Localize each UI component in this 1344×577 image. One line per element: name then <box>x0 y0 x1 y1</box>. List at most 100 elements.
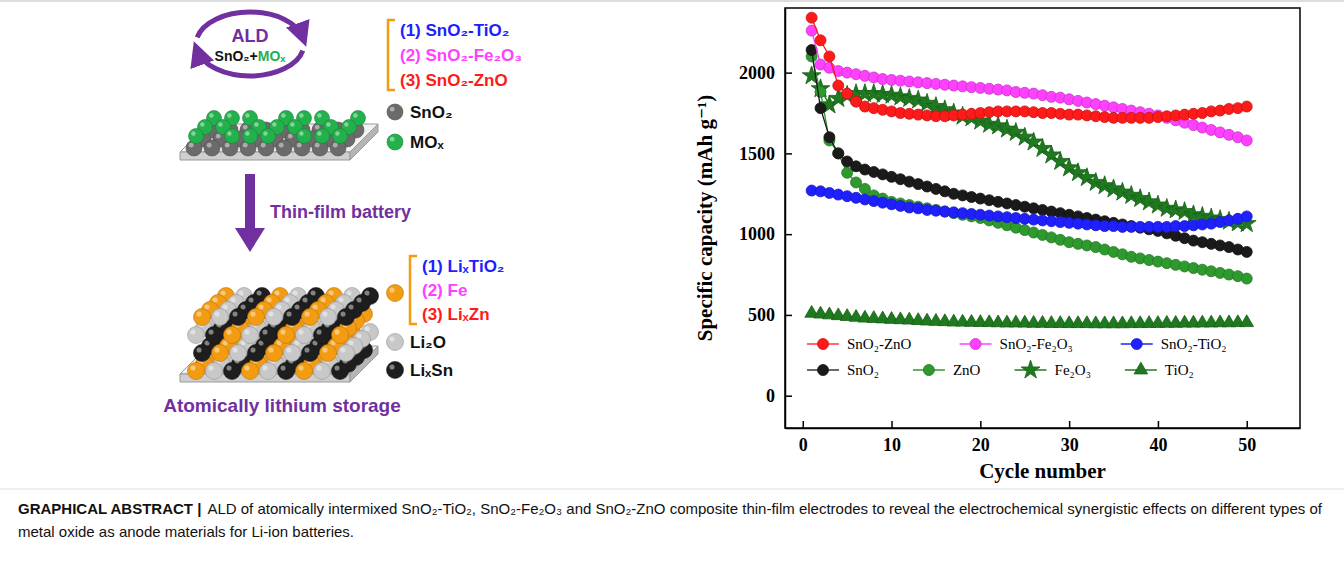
legend-marker <box>970 339 981 350</box>
sphere <box>243 129 258 144</box>
figure: ALDSnO₂+MOₓ(1) SnO₂-TiO₂(2) SnO₂-Fe₂O₃(3… <box>0 0 1344 492</box>
sphere <box>297 129 312 144</box>
sphere-highlight <box>290 122 295 127</box>
sphere-highlight <box>353 113 358 118</box>
y-tick: 1000 <box>739 224 792 244</box>
sphere <box>248 309 265 326</box>
bottom-electrode <box>180 288 379 383</box>
x-tick: 0 <box>799 421 808 455</box>
sphere <box>224 363 241 380</box>
y-tick-label: 500 <box>748 305 775 325</box>
data-point <box>811 79 830 97</box>
legend-label: SnO₂-TiO₂ <box>1161 336 1227 352</box>
precursor-base: SnO₂+ <box>215 48 258 64</box>
sphere <box>296 327 313 344</box>
sphere <box>212 309 229 326</box>
x-tick-label: 50 <box>1238 435 1256 455</box>
ald-label: ALD <box>232 26 269 46</box>
sphere-highlight <box>294 304 299 309</box>
x-tick: 30 <box>1061 421 1079 455</box>
sphere-highlight <box>244 365 249 370</box>
sphere-highlight <box>304 311 309 316</box>
sphere-body <box>260 363 277 380</box>
sphere-highlight <box>196 347 201 352</box>
product-label: (3) LiₓZn <box>422 305 490 324</box>
bracket <box>410 256 417 324</box>
y-tick-mark <box>785 72 792 74</box>
sphere-highlight <box>326 122 331 127</box>
sphere-body <box>338 345 355 362</box>
sphere-highlight <box>204 304 209 309</box>
sphere-highlight <box>330 304 335 309</box>
sphere-highlight <box>226 329 231 334</box>
sphere-body <box>332 327 349 344</box>
sphere <box>284 345 301 362</box>
sphere-highlight <box>390 137 395 142</box>
legend-marker <box>923 365 934 376</box>
sphere-highlight <box>208 329 213 334</box>
sphere-highlight <box>389 287 394 292</box>
data-point <box>824 51 835 62</box>
sphere-body <box>387 285 404 302</box>
sphere-body <box>338 309 355 326</box>
sphere-body <box>315 129 330 144</box>
sphere-highlight <box>250 347 255 352</box>
legend-label: LiₓSn <box>410 361 453 380</box>
sphere-body <box>266 345 283 362</box>
y-axis-line <box>785 9 787 429</box>
legend-row: SnO₂-ZnOSnO₂-Fe₂O₃SnO₂-TiO₂ <box>807 336 1227 352</box>
sphere-highlight <box>310 290 315 295</box>
sphere-body <box>189 129 204 144</box>
sphere-highlight <box>268 347 273 352</box>
sphere <box>387 104 403 120</box>
sphere-body <box>243 129 258 144</box>
composite-label: (1) SnO₂-TiO₂ <box>400 21 509 40</box>
sphere-body <box>266 309 283 326</box>
sphere <box>194 345 211 362</box>
legend-entry: SnO₂-TiO₂ <box>1121 336 1227 352</box>
series <box>806 185 1252 232</box>
legend-label: Li₂O <box>410 333 446 352</box>
legend-label: SnO₂ <box>847 362 879 378</box>
sphere-highlight <box>256 290 261 295</box>
sphere-highlight <box>348 340 353 345</box>
sphere-body <box>284 345 301 362</box>
sphere-highlight <box>304 347 309 352</box>
sphere-highlight <box>281 113 286 118</box>
sphere-body <box>302 345 319 362</box>
sphere-body <box>260 327 277 344</box>
legend-entry: TiO₂ <box>1125 362 1194 378</box>
legend-marker <box>1134 362 1148 374</box>
sphere-highlight <box>191 131 196 136</box>
sphere-highlight <box>389 364 394 369</box>
sphere-highlight <box>299 113 304 118</box>
sphere <box>188 327 205 344</box>
plot-area <box>802 12 1256 328</box>
sphere-highlight <box>315 143 320 148</box>
sphere-highlight <box>328 290 333 295</box>
legend-label: MOₓ <box>410 133 444 152</box>
y-tick-mark <box>785 315 792 317</box>
sphere <box>230 309 247 326</box>
sphere-body <box>194 345 211 362</box>
sphere-highlight <box>218 122 223 127</box>
sphere <box>320 309 337 326</box>
data-point <box>833 148 844 159</box>
sphere <box>260 327 277 344</box>
sphere <box>332 363 349 380</box>
sphere-highlight <box>250 311 255 316</box>
x-tick: 40 <box>1149 421 1167 455</box>
sphere-highlight <box>258 304 263 309</box>
y-tick-label: 0 <box>766 386 775 406</box>
x-tick: 20 <box>972 421 990 455</box>
sphere-body <box>320 309 337 326</box>
legend-label: SnO₂-Fe₂O₃ <box>1000 336 1073 352</box>
sphere-highlight <box>348 304 353 309</box>
series <box>806 45 1252 258</box>
sphere-highlight <box>316 365 321 370</box>
sphere-highlight <box>190 365 195 370</box>
sphere-body <box>224 363 241 380</box>
sphere-highlight <box>238 290 243 295</box>
sphere-highlight <box>317 113 322 118</box>
sphere <box>338 345 355 362</box>
